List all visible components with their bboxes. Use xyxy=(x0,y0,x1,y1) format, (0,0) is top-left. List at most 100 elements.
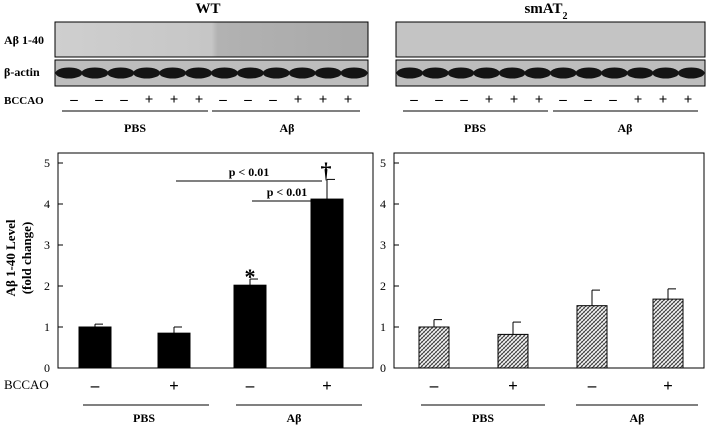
wt-actin-band-8 xyxy=(262,67,290,79)
wt-blot-abeta-label: Aβ xyxy=(280,121,295,135)
smat2-abeta-blot xyxy=(395,21,706,58)
wt-chart-sign-1: + xyxy=(169,376,179,395)
smat2-bar-3 xyxy=(652,298,684,369)
wt-blot-sign-9: + xyxy=(294,92,303,108)
smat2-blot-sign-11: + xyxy=(684,92,693,108)
wt-ytick-label-3: 3 xyxy=(44,238,50,252)
wt-blot-sign-7: – xyxy=(243,92,252,108)
wt-blot-sign-10: + xyxy=(319,92,328,108)
smat2-ytick-label-3: 3 xyxy=(380,238,386,252)
smat2-chart-abeta-label: Aβ xyxy=(630,411,645,425)
wt-actin-band-5 xyxy=(185,67,213,79)
wt-actin-band-11 xyxy=(340,67,368,79)
smat2-actin-band-9 xyxy=(626,67,654,79)
wt-dagger-annotation: † xyxy=(321,158,332,183)
smat2-blot-sign-4: + xyxy=(510,92,519,108)
wt-blot-sign-6: – xyxy=(218,92,227,108)
wt-bccao-signs: – – – + + + – – – + + + xyxy=(69,92,352,108)
smat2-actin-band-8 xyxy=(601,67,628,79)
smat2-blot-sign-9: + xyxy=(634,92,643,108)
wt-chart-sign-0: – xyxy=(90,376,100,395)
wt-ytick-label-1: 1 xyxy=(44,320,50,334)
smat2-ytick-label-5: 5 xyxy=(380,156,386,170)
wt-blot-sign-4: + xyxy=(170,92,179,108)
wt-blot-pbs-label: PBS xyxy=(124,121,146,135)
smat2-chart-bccao-signs: – + – + xyxy=(429,376,673,395)
smat2-bar-1 xyxy=(497,333,529,369)
wt-blot-sign-1: – xyxy=(94,92,103,108)
wt-bar-0 xyxy=(78,326,112,369)
smat2-blot-sign-6: – xyxy=(558,92,567,108)
smat2-actin-band-1 xyxy=(422,67,449,79)
smat2-blot-sign-1: – xyxy=(434,92,443,108)
smat2-blot-pbs-label: PBS xyxy=(464,121,486,135)
wt-sig-label-2: p < 0.01 xyxy=(267,185,308,199)
wt-blot-sign-0: – xyxy=(69,92,78,108)
wt-abeta-blot xyxy=(54,21,369,58)
smat2-actin-bands xyxy=(396,67,705,79)
smat2-ytick-label-0: 0 xyxy=(380,361,386,375)
smat2-blot-sign-3: + xyxy=(485,92,494,108)
smat2-blot-sign-0: – xyxy=(409,92,418,108)
smat2-chart-sign-1: + xyxy=(508,376,518,395)
wt-ytick-label-4: 4 xyxy=(44,197,50,211)
wt-actin-band-4 xyxy=(159,67,187,79)
smat2-blot-sign-2: – xyxy=(459,92,468,108)
smat2-title-subscript: 2 xyxy=(563,11,568,22)
wt-actin-band-2 xyxy=(107,67,135,79)
smat2-blot-sign-5: + xyxy=(535,92,544,108)
wt-actin-band-0 xyxy=(55,67,83,79)
smat2-actin-band-3 xyxy=(473,67,500,79)
smat2-blot-sign-10: + xyxy=(659,92,668,108)
wt-blot-sign-5: + xyxy=(195,92,204,108)
smat2-actin-band-2 xyxy=(447,67,475,79)
smat2-chart-pbs-label: PBS xyxy=(472,411,494,425)
smat2-actin-band-0 xyxy=(396,67,424,79)
wt-chart-bccao-signs: – + – + xyxy=(90,376,332,395)
wt-ytick-label-5: 5 xyxy=(44,156,50,170)
wt-actin-band-6 xyxy=(210,67,238,79)
smat2-actin-band-4 xyxy=(498,67,526,79)
smat2-plot-frame xyxy=(393,152,705,369)
smat2-ytick-label-1: 1 xyxy=(380,320,386,334)
smat2-actin-band-11 xyxy=(677,67,705,79)
wt-actin-band-1 xyxy=(81,67,109,79)
wt-bar-3 xyxy=(310,198,344,369)
wt-ytick-label-2: 2 xyxy=(44,279,50,293)
smat2-bar-0 xyxy=(418,326,450,369)
blot-row-label-bccao: BCCAO xyxy=(4,95,44,107)
smat2-bar-2 xyxy=(576,305,608,369)
wt-actin-band-3 xyxy=(133,67,161,79)
wt-actin-band-9 xyxy=(288,67,316,79)
wt-actin-bands xyxy=(55,67,368,79)
wt-title: WT xyxy=(195,1,220,17)
wt-chart-pbs-label: PBS xyxy=(133,411,155,425)
wt-actin-band-7 xyxy=(236,67,264,79)
smat2-y-axis: 0 1 2 3 4 5 xyxy=(380,156,399,375)
wt-blot-sign-11: + xyxy=(344,92,353,108)
wt-bar-1 xyxy=(157,332,191,369)
wt-ylabel-line1: Aβ 1-40 Level xyxy=(3,219,18,296)
blot-row-label-abeta: Aβ 1-40 xyxy=(4,33,44,47)
wt-y-axis: 0 1 2 3 4 5 xyxy=(44,156,63,375)
wt-chart-abeta-label: Aβ xyxy=(287,411,302,425)
smat2-actin-band-5 xyxy=(524,67,552,79)
smat2-blot-sign-8: – xyxy=(608,92,617,108)
smat2-chart-sign-3: + xyxy=(663,376,673,395)
wt-blot-sign-3: + xyxy=(145,92,154,108)
smat2-actin-band-6 xyxy=(549,67,577,79)
smat2-title-main: smAT xyxy=(524,1,562,17)
wt-chart-sign-3: + xyxy=(322,376,332,395)
smat2-chart-sign-0: – xyxy=(429,376,439,395)
wt-blot-sign-8: – xyxy=(268,92,277,108)
smat2-bars xyxy=(418,288,684,369)
wt-bar-2 xyxy=(233,284,267,369)
wt-sig-label-1: p < 0.01 xyxy=(229,165,270,179)
wt-blot-sign-2: – xyxy=(119,92,128,108)
wt-chart-sign-2: – xyxy=(245,376,255,395)
smat2-ytick-label-2: 2 xyxy=(380,279,386,293)
wt-plot-frame xyxy=(57,152,374,369)
wt-actin-band-10 xyxy=(314,67,342,79)
wt-ytick-label-0: 0 xyxy=(44,361,50,375)
